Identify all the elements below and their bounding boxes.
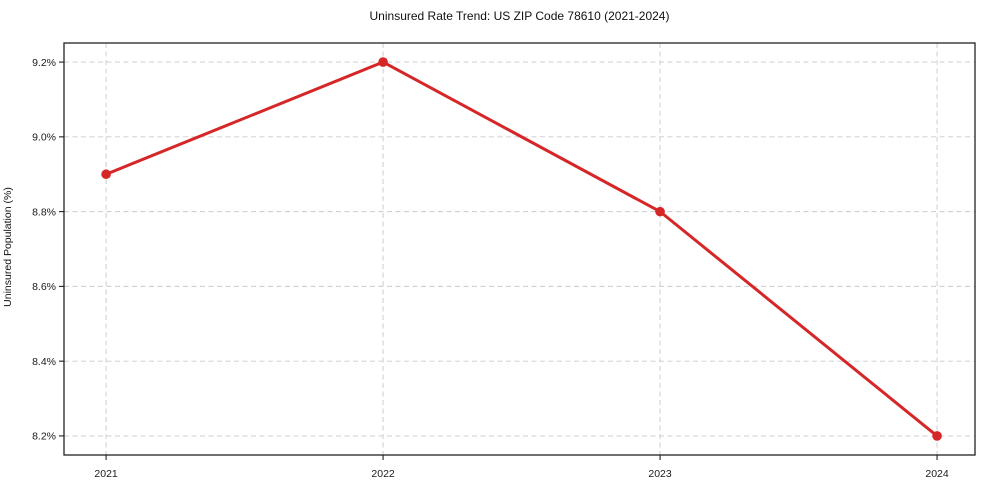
y-tick-label: 8.4% bbox=[32, 356, 56, 368]
axis-ticks bbox=[59, 61, 938, 460]
data-point-marker bbox=[655, 206, 665, 217]
x-tick-label: 2021 bbox=[94, 468, 118, 480]
y-tick-label: 8.6% bbox=[32, 281, 56, 293]
gridlines bbox=[64, 43, 975, 455]
x-tick-label: 2022 bbox=[371, 468, 395, 480]
x-tick-label: 2023 bbox=[648, 468, 672, 480]
data-point-marker bbox=[932, 431, 942, 441]
y-tick-label: 8.2% bbox=[32, 431, 56, 443]
y-tick-label: 9.0% bbox=[32, 132, 56, 144]
y-tick-label: 9.2% bbox=[32, 57, 56, 69]
chart-title: Uninsured Rate Trend: US ZIP Code 78610 … bbox=[369, 9, 670, 23]
trend-line bbox=[104, 60, 939, 438]
data-point-marker bbox=[378, 57, 388, 67]
x-tick-label: 2024 bbox=[925, 468, 949, 480]
axis-tick-labels: 2021 2022 2023 2024 8.2% 8.4% 8.6% 8.8% 9.0% 9.2% bbox=[32, 57, 949, 480]
y-axis-label: Uninsured Population (%) bbox=[2, 187, 14, 307]
data-point-marker bbox=[101, 169, 111, 180]
plot-area-border bbox=[63, 42, 976, 456]
y-tick-label: 8.8% bbox=[32, 206, 56, 218]
data-point-markers bbox=[101, 57, 942, 441]
